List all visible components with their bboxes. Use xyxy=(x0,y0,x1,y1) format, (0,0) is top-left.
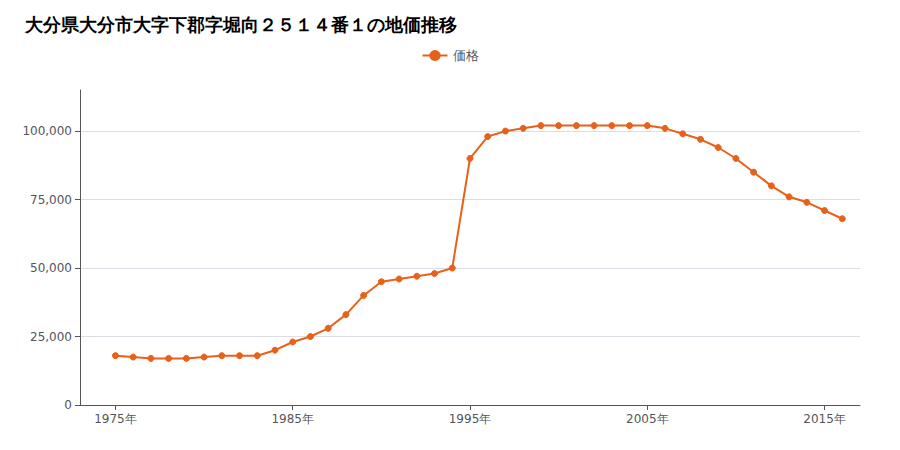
svg-text:価格: 価格 xyxy=(453,48,479,63)
svg-text:75,000: 75,000 xyxy=(30,193,72,207)
svg-text:100,000: 100,000 xyxy=(22,124,72,138)
svg-text:1985年: 1985年 xyxy=(271,412,314,426)
svg-text:大分県大分市大字下郡字堀向２５１４番１の地価推移: 大分県大分市大字下郡字堀向２５１４番１の地価推移 xyxy=(24,14,457,35)
svg-text:0: 0 xyxy=(64,398,72,412)
svg-text:1995年: 1995年 xyxy=(449,412,492,426)
svg-text:50,000: 50,000 xyxy=(30,261,72,275)
svg-text:2005年: 2005年 xyxy=(626,412,669,426)
svg-text:25,000: 25,000 xyxy=(30,330,72,344)
svg-text:2015年: 2015年 xyxy=(803,412,846,426)
svg-text:1975年: 1975年 xyxy=(94,412,137,426)
